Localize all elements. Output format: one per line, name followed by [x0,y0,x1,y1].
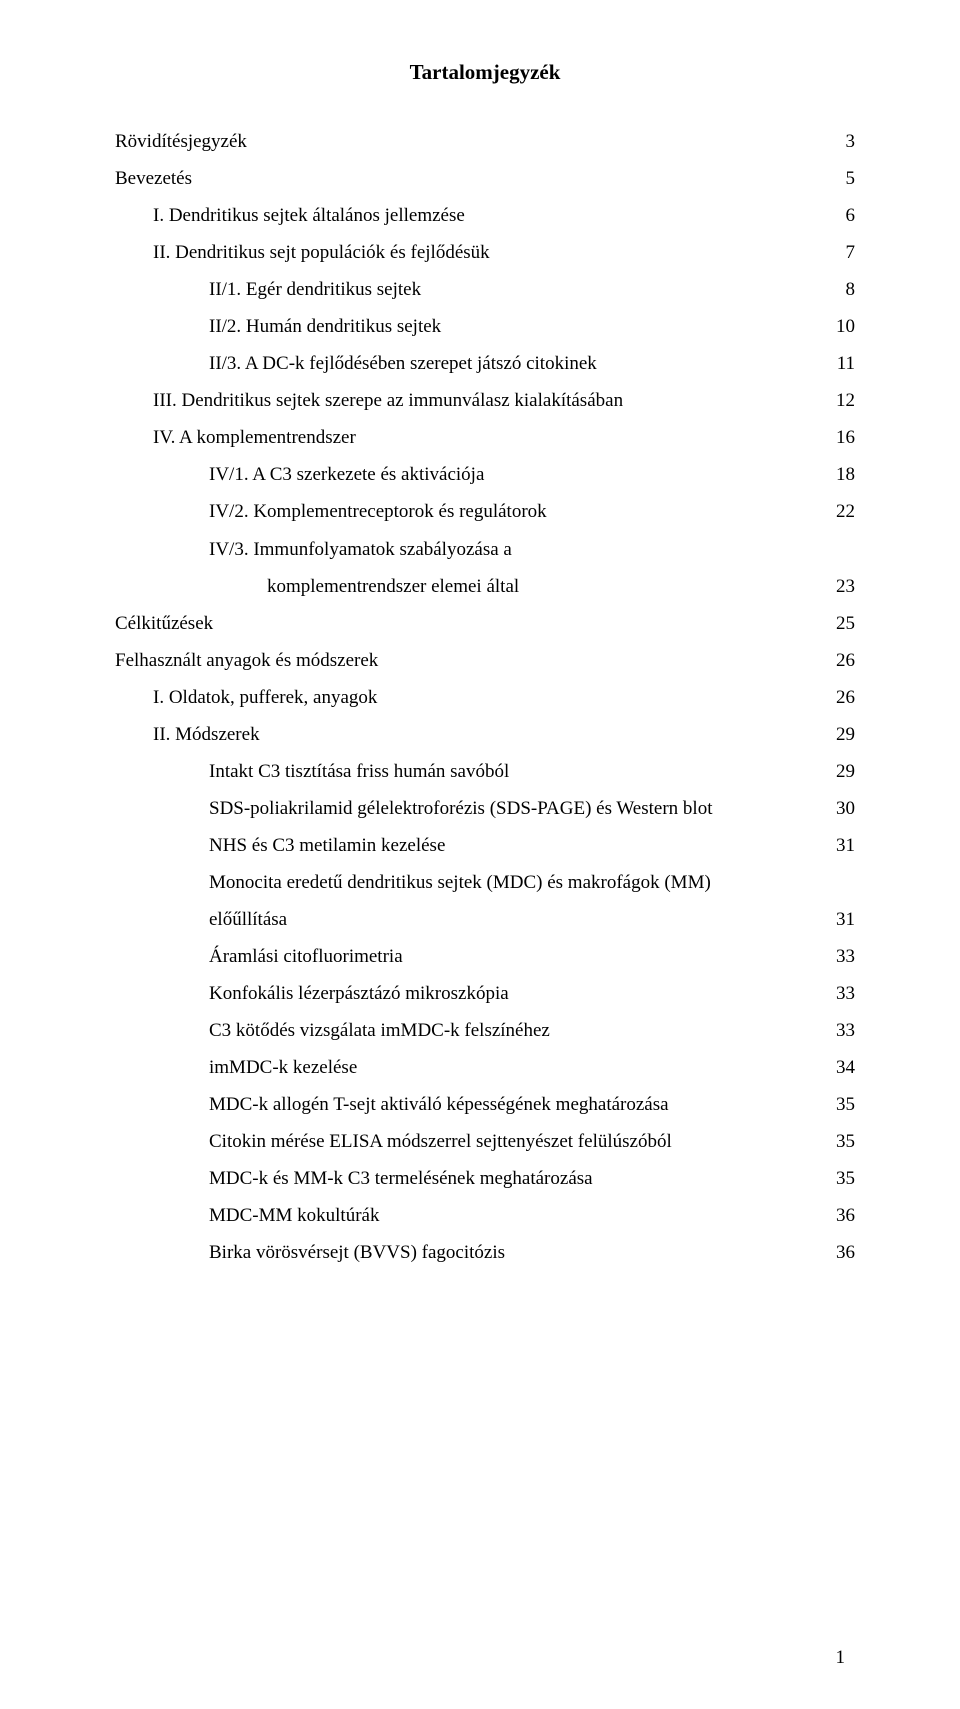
toc-row: NHS és C3 metilamin kezelése31 [115,827,855,864]
toc-page: 5 [815,160,855,197]
toc-row: MDC-k és MM-k C3 termelésének meghatároz… [115,1160,855,1197]
toc-row: Intakt C3 tisztítása friss humán savóból… [115,753,855,790]
toc-label: C3 kötődés vizsgálata imMDC-k felszínéhe… [115,1012,815,1049]
toc-label: Monocita eredetű dendritikus sejtek (MDC… [115,864,815,901]
toc-page: 34 [815,1049,855,1086]
toc-page: 33 [815,975,855,1012]
toc-page: 7 [815,234,855,271]
toc-row: MDC-k allogén T-sejt aktiváló képességén… [115,1086,855,1123]
toc-label: Intakt C3 tisztítása friss humán savóból [115,753,815,790]
toc-row: C3 kötődés vizsgálata imMDC-k felszínéhe… [115,1012,855,1049]
toc-page: 8 [815,271,855,308]
toc-page: 10 [815,308,855,345]
toc-label: Célkitűzések [115,605,815,642]
toc-label: IV/1. A C3 szerkezete és aktivációja [115,456,815,493]
toc-label: MDC-k allogén T-sejt aktiváló képességén… [115,1086,815,1123]
toc-label: II. Módszerek [115,716,815,753]
toc-label: II/1. Egér dendritikus sejtek [115,271,815,308]
toc-page: 25 [815,605,855,642]
toc-label: MDC-k és MM-k C3 termelésének meghatároz… [115,1160,815,1197]
toc-row: SDS-poliakrilamid gélelektroforézis (SDS… [115,790,855,827]
toc-label: SDS-poliakrilamid gélelektroforézis (SDS… [115,790,815,827]
toc-label: II/3. A DC-k fejlődésében szerepet játsz… [115,345,815,382]
toc-label: imMDC-k kezelése [115,1049,815,1086]
toc-label: komplementrendszer elemei által [115,568,815,605]
toc-label: Bevezetés [115,160,815,197]
toc-row: IV/2. Komplementreceptorok és regulátoro… [115,493,855,530]
toc-row: Felhasznált anyagok és módszerek26 [115,642,855,679]
toc-page: 33 [815,1012,855,1049]
toc-page: 35 [815,1123,855,1160]
toc-label: IV/2. Komplementreceptorok és regulátoro… [115,493,815,530]
toc-row: Bevezetés5 [115,160,855,197]
toc-row: II/2. Humán dendritikus sejtek10 [115,308,855,345]
toc-label: I. Oldatok, pufferek, anyagok [115,679,815,716]
toc-label: NHS és C3 metilamin kezelése [115,827,815,864]
toc-page: 6 [815,197,855,234]
toc-label: II. Dendritikus sejt populációk és fejlő… [115,234,815,271]
toc-label: Birka vörösvérsejt (BVVS) fagocitózis [115,1234,815,1271]
toc-page: 11 [815,345,855,382]
toc-page: 23 [815,568,855,605]
toc-label: előűllítása [115,901,815,938]
toc-page: 35 [815,1160,855,1197]
toc-row: komplementrendszer elemei által23 [115,568,855,605]
toc-label: III. Dendritikus sejtek szerepe az immun… [115,382,815,419]
toc-row: II/3. A DC-k fejlődésében szerepet játsz… [115,345,855,382]
toc-row: Áramlási citofluorimetria33 [115,938,855,975]
toc-page: 35 [815,1086,855,1123]
toc-row: III. Dendritikus sejtek szerepe az immun… [115,382,855,419]
toc-row: Konfokális lézerpásztázó mikroszkópia33 [115,975,855,1012]
page-number: 1 [836,1647,846,1669]
toc-page: 29 [815,753,855,790]
toc-label: IV. A komplementrendszer [115,419,815,456]
toc-page: 22 [815,493,855,530]
toc-row: Birka vörösvérsejt (BVVS) fagocitózis36 [115,1234,855,1271]
toc-row: Rövidítésjegyzék3 [115,123,855,160]
toc-page: 31 [815,901,855,938]
toc-label: Konfokális lézerpásztázó mikroszkópia [115,975,815,1012]
toc-row: I. Oldatok, pufferek, anyagok26 [115,679,855,716]
toc-row: MDC-MM kokultúrák36 [115,1197,855,1234]
toc-row: előűllítása31 [115,901,855,938]
toc-label: IV/3. Immunfolyamatok szabályozása a [115,531,815,568]
toc-row: IV/3. Immunfolyamatok szabályozása a [115,531,855,568]
toc-page: 29 [815,716,855,753]
toc-label: MDC-MM kokultúrák [115,1197,815,1234]
toc-label: Felhasznált anyagok és módszerek [115,642,815,679]
toc-page: 16 [815,419,855,456]
toc-page: 26 [815,642,855,679]
toc-label: I. Dendritikus sejtek általános jellemzé… [115,197,815,234]
toc-label: II/2. Humán dendritikus sejtek [115,308,815,345]
toc-row: Citokin mérése ELISA módszerrel sejtteny… [115,1123,855,1160]
toc-page: 12 [815,382,855,419]
toc-label: Citokin mérése ELISA módszerrel sejtteny… [115,1123,815,1160]
toc-label: Áramlási citofluorimetria [115,938,815,975]
table-of-contents: Rövidítésjegyzék3Bevezetés5I. Dendritiku… [115,123,855,1271]
toc-page: 18 [815,456,855,493]
toc-page: 36 [815,1234,855,1271]
toc-page: 26 [815,679,855,716]
toc-page: 31 [815,827,855,864]
toc-page: 3 [815,123,855,160]
toc-page: 33 [815,938,855,975]
toc-row: Célkitűzések25 [115,605,855,642]
toc-row: II. Dendritikus sejt populációk és fejlő… [115,234,855,271]
toc-row: Monocita eredetű dendritikus sejtek (MDC… [115,864,855,901]
toc-row: imMDC-k kezelése34 [115,1049,855,1086]
toc-row: IV. A komplementrendszer16 [115,419,855,456]
table-of-contents-title: Tartalomjegyzék [115,60,855,85]
toc-row: II. Módszerek29 [115,716,855,753]
toc-row: IV/1. A C3 szerkezete és aktivációja18 [115,456,855,493]
toc-row: I. Dendritikus sejtek általános jellemzé… [115,197,855,234]
toc-label: Rövidítésjegyzék [115,123,815,160]
toc-page: 36 [815,1197,855,1234]
toc-page: 30 [815,790,855,827]
toc-row: II/1. Egér dendritikus sejtek8 [115,271,855,308]
